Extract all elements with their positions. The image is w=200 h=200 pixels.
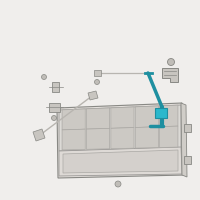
Circle shape: [168, 58, 174, 66]
Circle shape: [42, 74, 46, 79]
Polygon shape: [162, 68, 178, 82]
Polygon shape: [88, 91, 98, 100]
Polygon shape: [62, 129, 85, 150]
Polygon shape: [86, 108, 110, 129]
Circle shape: [52, 116, 57, 120]
Polygon shape: [181, 103, 187, 177]
Polygon shape: [184, 156, 191, 164]
Circle shape: [95, 79, 100, 84]
Polygon shape: [59, 105, 181, 151]
Polygon shape: [52, 82, 59, 92]
Polygon shape: [86, 128, 110, 149]
Polygon shape: [111, 128, 134, 149]
Polygon shape: [184, 124, 191, 132]
Polygon shape: [160, 105, 178, 127]
Polygon shape: [49, 103, 60, 112]
Polygon shape: [62, 109, 85, 130]
Polygon shape: [59, 147, 182, 176]
Polygon shape: [111, 107, 134, 128]
Circle shape: [115, 181, 121, 187]
Polygon shape: [160, 126, 178, 148]
Polygon shape: [57, 103, 185, 178]
Polygon shape: [135, 106, 158, 128]
Polygon shape: [63, 150, 178, 173]
Polygon shape: [94, 70, 101, 76]
Polygon shape: [155, 108, 167, 118]
Polygon shape: [33, 129, 45, 141]
Polygon shape: [135, 127, 158, 148]
